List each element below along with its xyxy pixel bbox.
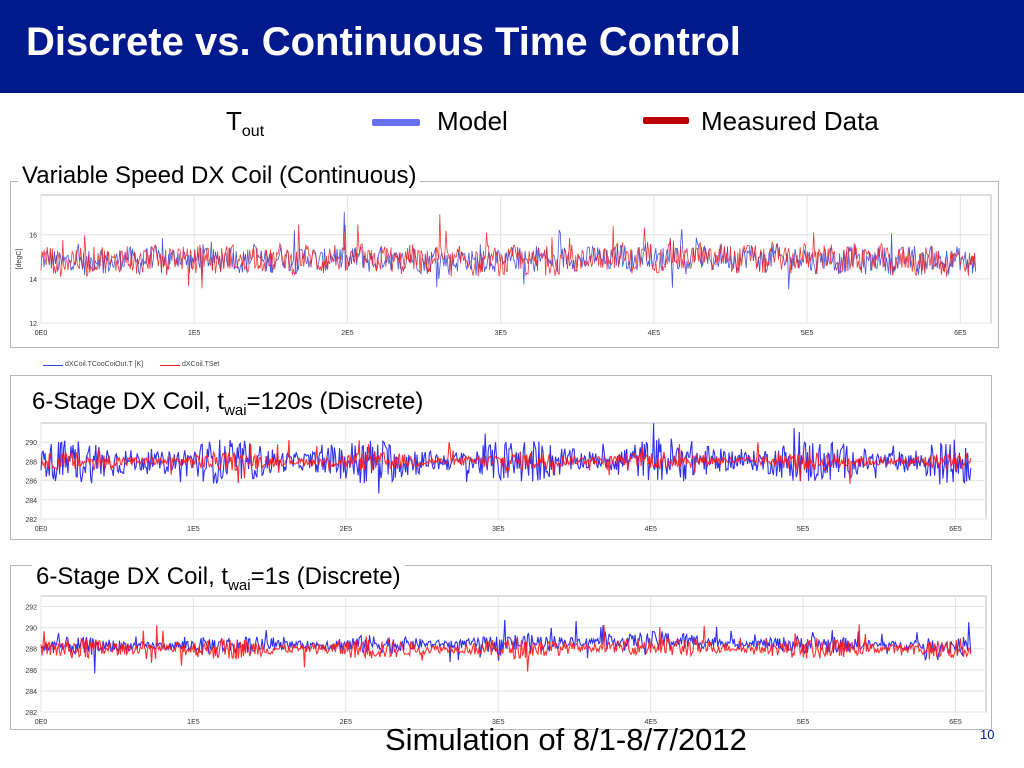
x-tick-label: 1E5 — [187, 526, 200, 533]
chart-discrete-120s: 282 284 286 288 290 0E0 1E5 2E5 3E5 4E5 5E5 6E5 — [25, 422, 987, 533]
y-tick-label: 290 — [25, 440, 37, 447]
x-tick-label: 3E5 — [492, 719, 505, 726]
plot-legend-strip: dXCoil.TCooCoiOut.T [K] dXCoil.TSet — [10, 357, 997, 373]
x-tick-label: 1E5 — [188, 330, 201, 337]
strip-label-red: dXCoil.TSet — [182, 361, 220, 368]
y-tick-label: 286 — [25, 668, 37, 675]
y-tick-label: 292 — [25, 605, 37, 612]
caption-1s-sub: wai — [228, 576, 251, 594]
caption-1s-tail: =1s (Discrete) — [250, 563, 401, 590]
page-number: 10 — [980, 727, 995, 742]
caption-discrete-120s: 6-Stage DX Coil, twai=120s (Discrete) — [28, 388, 428, 419]
y-tick-label: 12 — [29, 321, 37, 328]
x-tick-label: 4E5 — [644, 526, 657, 533]
y-tick-label: 284 — [25, 689, 37, 696]
plot-continuous: 12 14 16 0E0 1E5 2E5 3E5 4E5 5E5 6E5 [degC] — [10, 181, 999, 348]
strip-swatch-blue — [43, 365, 63, 366]
caption-120s-tail: =120s (Discrete) — [246, 388, 424, 415]
y-axis-label: [degC] — [16, 249, 23, 270]
x-tick-label: 5E5 — [797, 719, 810, 726]
footer-text: Simulation of 8/1-8/7/2012 — [385, 722, 747, 757]
legend-tout-main: T — [226, 106, 242, 136]
caption-continuous: Variable Speed DX Coil (Continuous) — [18, 162, 421, 190]
legend-model-swatch — [372, 119, 420, 126]
x-tick-label: 4E5 — [648, 330, 661, 337]
caption-discrete-1s: 6-Stage DX Coil, twai=1s (Discrete) — [32, 563, 405, 594]
caption-120s-main: 6-Stage DX Coil, t — [32, 388, 225, 415]
x-tick-label: 5E5 — [801, 330, 814, 337]
legend-tout-sub: out — [241, 123, 265, 141]
slide-title: Discrete vs. Continuous Time Control — [26, 20, 741, 64]
x-tick-label: 3E5 — [492, 526, 505, 533]
title-bar: Discrete vs. Continuous Time Control — [0, 0, 1024, 93]
y-tick-label: 16 — [29, 233, 37, 240]
x-tick-label: 1E5 — [187, 719, 200, 726]
y-tick-label: 282 — [25, 710, 37, 717]
x-tick-label: 6E5 — [954, 330, 967, 337]
y-tick-label: 290 — [25, 626, 37, 633]
y-tick-label: 284 — [25, 498, 37, 505]
y-tick-label: 286 — [25, 479, 37, 486]
caption-120s-sub: wai — [224, 401, 247, 419]
x-tick-label: 0E0 — [35, 526, 48, 533]
strip-swatch-red — [160, 365, 180, 366]
x-tick-label: 3E5 — [494, 330, 507, 337]
legend-measured-label: Measured Data — [701, 106, 879, 136]
caption-1s-main: 6-Stage DX Coil, t — [36, 563, 229, 590]
legend-measured-swatch — [643, 117, 689, 124]
y-tick-label: 288 — [25, 459, 37, 466]
legend-tout-label: Tout — [226, 106, 264, 140]
x-tick-label: 2E5 — [341, 330, 354, 337]
y-tick-label: 282 — [25, 517, 37, 524]
series-line — [40, 214, 977, 289]
x-tick-label: 2E5 — [340, 719, 353, 726]
chart-discrete-1s: 282 284 286 288 290 292 0E0 1E5 2E5 3E5 4E5 5E5 6E5 — [25, 595, 987, 726]
x-tick-label: 5E5 — [797, 526, 810, 533]
y-tick-label: 14 — [29, 277, 37, 284]
x-tick-label: 0E0 — [35, 330, 48, 337]
series-line — [40, 624, 972, 672]
x-tick-label: 6E5 — [949, 526, 962, 533]
legend-model-label: Model — [437, 106, 508, 136]
y-tick-label: 288 — [25, 647, 37, 654]
x-tick-label: 0E0 — [35, 719, 48, 726]
strip-label-blue: dXCoil.TCooCoiOut.T [K] — [65, 361, 144, 368]
x-tick-label: 2E5 — [340, 526, 353, 533]
x-tick-label: 4E5 — [644, 719, 657, 726]
series-line — [40, 440, 972, 484]
chart-continuous: 12 14 16 0E0 1E5 2E5 3E5 4E5 5E5 6E5 [degC] — [16, 194, 992, 337]
x-tick-label: 6E5 — [949, 719, 962, 726]
